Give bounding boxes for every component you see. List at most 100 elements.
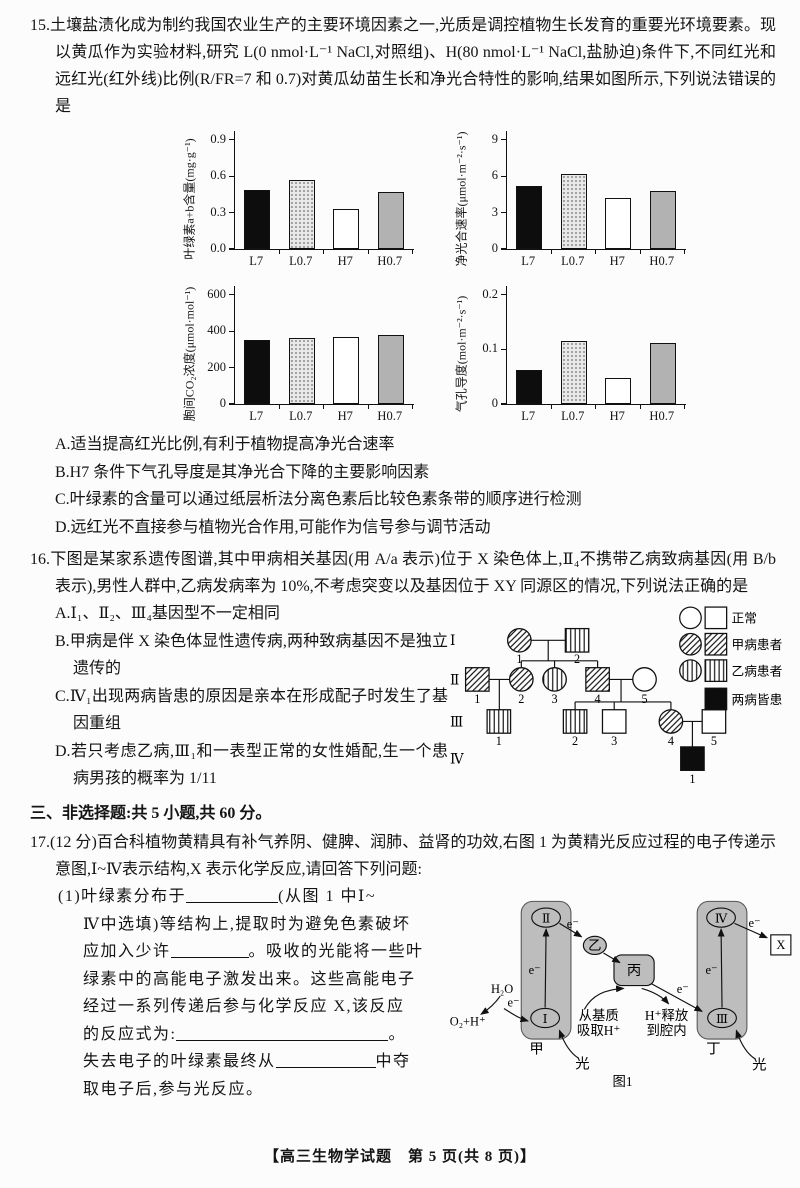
member-I-1-affected-a xyxy=(507,627,532,653)
chart-x-tick-label: H0.7 xyxy=(649,409,675,423)
chart-y-tick xyxy=(501,139,506,141)
member-II-4-affected-a xyxy=(585,667,610,692)
pedigree-legend-labels: 正常 甲病患者 乙病患者 两病皆患 xyxy=(732,612,783,707)
svg-text:乙病患者: 乙病患者 xyxy=(732,665,783,679)
chart-x-tick-label: L0.7 xyxy=(561,409,585,423)
chart-y-tick xyxy=(501,175,506,177)
member-III-2-affected-b xyxy=(562,709,588,734)
q17-line: 的反应式为:。 xyxy=(83,1025,406,1043)
chart-x-tick xyxy=(550,405,552,409)
chart-x-tick xyxy=(367,405,369,409)
svg-text:Ⅳ: Ⅳ xyxy=(714,911,727,925)
q15-charts: 叶绿素a+b含量(mg·g⁻¹) 0.0 0.3 0.6 0.9 L7 L0.7 H7 H0.7… xyxy=(180,124,800,429)
svg-text:从基质: 从基质 xyxy=(578,1007,618,1023)
unit-1 xyxy=(529,1007,560,1029)
member-I-2-affected-b xyxy=(564,627,590,653)
fill-blank xyxy=(275,1052,376,1068)
svg-text:e⁻: e⁻ xyxy=(528,963,540,977)
legend-a-male xyxy=(704,632,728,656)
chart-x-tick xyxy=(278,250,280,254)
q16-option-b: B.甲病是伴 X 染色体显性遗传病,两种致病基因不是独立遗传的 xyxy=(55,632,449,678)
chart-bar xyxy=(333,208,360,249)
q16-options: A.Ⅰ₁、Ⅱ₂、Ⅲ₄基因型不一定相同 B.甲病是伴 X 染色体显性遗传病,两种致… xyxy=(55,600,448,794)
svg-text:e⁻: e⁻ xyxy=(748,916,760,930)
chart-y-tick-label: 0.1 xyxy=(482,341,498,356)
svg-text:3: 3 xyxy=(552,692,558,706)
member-II-3-affected-b xyxy=(542,667,567,692)
chart-y-tick-label: 9 xyxy=(491,131,498,146)
chart-x-tick xyxy=(412,405,414,409)
svg-text:两病皆患: 两病皆患 xyxy=(732,693,783,707)
chart-x-tick-label: H7 xyxy=(337,409,353,423)
chart-bar xyxy=(244,340,271,404)
legend-normal-male xyxy=(704,606,728,630)
chart-bar xyxy=(649,342,676,404)
chart-x-tick-label: H0.7 xyxy=(649,254,675,268)
q17-line: 经过一系列传递后参与化学反应 X,该反应 xyxy=(83,998,405,1015)
exam-page: { "q15": { "number": "15.", "stem": "土壤盐… xyxy=(0,12,800,1188)
chart-x-tick xyxy=(550,250,552,254)
unit-3 xyxy=(706,1007,737,1029)
q16-stem: 16.下图是某家系遗传图谱,其中甲病相关基因(用 A/a 表示)位于 X 染色体… xyxy=(30,551,776,595)
legend-b-female xyxy=(679,659,702,683)
carrier-yi xyxy=(582,935,607,956)
legend-a-female xyxy=(679,632,702,656)
chart-y-axis xyxy=(506,131,508,249)
chart-y-axis xyxy=(234,286,236,404)
chart-x-axis xyxy=(234,404,414,406)
svg-text:1: 1 xyxy=(516,652,522,666)
chart-y-tick xyxy=(229,366,234,369)
svg-text:4: 4 xyxy=(668,734,674,748)
chart-bar xyxy=(560,173,587,249)
svg-text:图1: 图1 xyxy=(612,1074,632,1089)
chart-y-tick xyxy=(501,403,506,405)
chart-y-tick xyxy=(229,248,234,250)
svg-text:e⁻: e⁻ xyxy=(507,996,519,1010)
chart: 气孔导度(mol·m⁻²·s⁻¹) 0 0.1 0.2 L7 L0.7 H7 H0.7 xyxy=(452,279,692,429)
svg-text:H⁺释放: H⁺释放 xyxy=(644,1008,687,1023)
q17-body: (1)叶绿素分布于 (从图 1 中Ⅰ~ Ⅳ中选填)等结构上,提取时为避免色素破坏 … xyxy=(30,883,800,1111)
chart-x-tick-label: L0.7 xyxy=(561,254,585,268)
q17-line: 绿素中的高能电子激发出来。这些高能电子 xyxy=(83,970,416,988)
figure1-diagram: Ⅱ Ⅰ Ⅳ Ⅲ 乙 丙 X e⁻ e⁻ e⁻ e⁻ e⁻ e⁻ H₂O O₂+H… xyxy=(449,900,792,1089)
chart-y-tick xyxy=(501,211,506,214)
chart-x-tick-label: H0.7 xyxy=(377,254,403,268)
chart: 净光合速率(μmol·m⁻²·s⁻¹) 0 3 6 9 L7 L0.7 H7 H0.7 xyxy=(452,124,692,274)
chart-bar xyxy=(605,377,632,404)
unit-2 xyxy=(530,907,561,928)
chart-y-tick-label: 6 xyxy=(491,168,498,183)
chart-x-tick xyxy=(639,250,641,254)
chart-x-tick-label: H7 xyxy=(609,409,625,423)
svg-text:光: 光 xyxy=(575,1056,589,1073)
svg-text:Ⅰ: Ⅰ xyxy=(542,1012,547,1026)
chart-x-tick-label: L7 xyxy=(521,409,536,423)
q15-number: 15. xyxy=(30,17,50,34)
svg-text:乙: 乙 xyxy=(588,938,601,953)
chart-y-tick-label: 0.6 xyxy=(210,168,226,183)
q17-line: 应加入少许 。吸收的光能将一些叶 xyxy=(83,943,424,960)
q15-options: A.适当提高红光比例,有利于植物提高净光合速率 B.H7 条件下气孔导度是其净光… xyxy=(55,431,800,541)
chart-x-tick-label: L7 xyxy=(249,409,264,423)
member-II-1-affected-a xyxy=(464,667,490,692)
chart-x-axis xyxy=(506,404,686,406)
section3-heading: 三、非选择题:共 5 小题,共 60 分。 xyxy=(30,805,272,822)
svg-text:2: 2 xyxy=(518,692,524,706)
chart-x-tick-label: L0.7 xyxy=(289,254,313,268)
chart-x-tick-label: L0.7 xyxy=(289,409,313,423)
chart-bar xyxy=(377,191,404,249)
chart-bar xyxy=(333,336,360,404)
chart-bar xyxy=(288,179,315,249)
q15-option-b: B.H7 条件下气孔导度是其净光合下降的主要影响因素 xyxy=(55,463,430,481)
svg-text:到腔内: 到腔内 xyxy=(646,1023,686,1038)
legend-b-male xyxy=(704,659,728,683)
chart-y-tick-label: 0 xyxy=(219,396,226,410)
chart-y-axis xyxy=(234,131,236,249)
q15-stem: 15.土壤盐渍化成为制约我国农业生产的主要环境因素之一,光质是调控植物生长发育的… xyxy=(30,17,776,115)
pedigree-diagram: Ⅰ Ⅱ Ⅲ Ⅳ 1 2 1 2 3 4 5 1 2 3 4 5 1 xyxy=(450,606,783,786)
chart-x-tick-label: H7 xyxy=(337,254,353,268)
svg-text:e⁻: e⁻ xyxy=(705,963,717,977)
chart-y-tick-label: 0.0 xyxy=(210,241,226,255)
chart-y-tick-label: 0 xyxy=(491,396,498,410)
member-III-4-affected-a xyxy=(658,709,684,734)
chart-x-tick-label: L7 xyxy=(521,254,536,268)
